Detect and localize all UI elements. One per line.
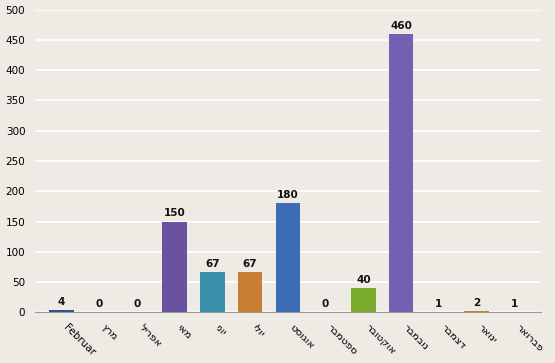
Bar [238,272,263,313]
Text: 67: 67 [205,259,220,269]
Bar [163,221,187,313]
Text: 150: 150 [164,208,185,219]
Text: 460: 460 [390,21,412,31]
Text: 4: 4 [58,297,65,307]
Text: 0: 0 [95,299,103,309]
Text: 180: 180 [277,190,299,200]
Text: 0: 0 [133,299,140,309]
Bar [49,310,74,313]
Text: 1: 1 [511,299,518,309]
Bar [351,288,376,313]
Bar [465,311,489,313]
Bar [427,312,451,313]
Text: 40: 40 [356,275,371,285]
Text: 0: 0 [322,299,329,309]
Text: 2: 2 [473,298,480,308]
Bar [276,203,300,313]
Text: 1: 1 [435,299,442,309]
Bar [502,312,527,313]
Bar [200,272,225,313]
Bar [389,34,413,313]
Text: 67: 67 [243,259,258,269]
